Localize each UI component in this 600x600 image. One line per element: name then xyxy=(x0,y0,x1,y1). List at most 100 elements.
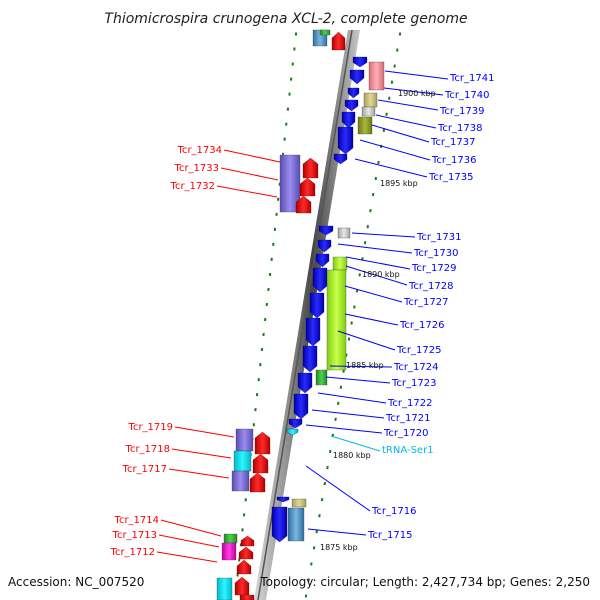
gene-label[interactable]: Tcr_1716 xyxy=(371,506,416,517)
gene-label[interactable]: Tcr_1728 xyxy=(408,281,453,292)
gene-label[interactable]: Tcr_1730 xyxy=(413,248,458,259)
leader-line xyxy=(171,448,232,459)
gene-label[interactable]: Tcr_1721 xyxy=(385,413,430,424)
gene-feature xyxy=(299,177,316,197)
gene-feature xyxy=(341,111,356,129)
gene-feature xyxy=(309,292,325,319)
leader-line xyxy=(174,426,235,438)
leader-line xyxy=(345,265,408,286)
scale-label-1875: 1875 kbp xyxy=(320,543,358,552)
leader-line xyxy=(371,124,430,143)
gene-feature xyxy=(238,546,254,560)
scale-label-1895: 1895 kbp xyxy=(380,179,418,188)
leader-line xyxy=(337,330,396,351)
leader-line xyxy=(220,167,279,181)
leader-line xyxy=(344,285,403,303)
gene-feature xyxy=(347,87,360,99)
gene-label[interactable]: Tcr_1733 xyxy=(174,163,219,174)
gene-feature xyxy=(216,577,233,600)
gene-label[interactable]: Tcr_1714 xyxy=(114,515,159,526)
gene-label[interactable]: Tcr_1739 xyxy=(439,106,484,117)
gene-feature xyxy=(235,428,254,452)
gene-label[interactable]: Tcr_1732 xyxy=(170,181,215,192)
gene-label[interactable]: Tcr_1737 xyxy=(430,137,475,148)
gene-label[interactable]: Tcr_1713 xyxy=(112,530,157,541)
gene-label[interactable]: Tcr_1731 xyxy=(416,232,461,243)
scale-labels: 1900 kbp 1895 kbp 1890 kbp 1885 kbp 1880… xyxy=(320,89,436,552)
gene-label[interactable]: Tcr_1719 xyxy=(128,422,173,433)
leader-line xyxy=(305,424,383,434)
gene-label[interactable]: Tcr_1729 xyxy=(411,263,456,274)
gene-feature xyxy=(239,594,255,600)
gene-label[interactable]: Tcr_1740 xyxy=(444,90,489,101)
leader-line xyxy=(305,465,371,512)
gene-feature xyxy=(332,256,348,271)
trna-label[interactable]: tRNA-Ser1 xyxy=(382,445,434,456)
leader-line xyxy=(325,376,391,384)
leader-line xyxy=(383,87,444,96)
gene-label[interactable]: Tcr_1715 xyxy=(367,530,412,541)
leader-line xyxy=(168,468,230,479)
left-gene-labels: Tcr_1734 Tcr_1733 Tcr_1732 Tcr_1719 Tcr_… xyxy=(110,145,222,558)
gene-feature xyxy=(352,56,368,68)
gene-label[interactable]: Tcr_1712 xyxy=(110,547,155,558)
gene-feature xyxy=(221,542,237,561)
gene-feature xyxy=(368,61,385,91)
leader-line xyxy=(307,528,367,536)
gene-label[interactable]: Tcr_1735 xyxy=(428,172,473,183)
leader-line xyxy=(359,139,431,161)
topology-text: Topology: circular; Length: 2,427,734 bp… xyxy=(259,575,590,589)
gene-feature xyxy=(317,239,332,253)
leader-line xyxy=(375,114,437,129)
gene-feature xyxy=(252,453,269,474)
gene-label[interactable]: Tcr_1736 xyxy=(431,155,476,166)
scale-label-1900: 1900 kbp xyxy=(398,89,436,98)
gene-label[interactable]: Tcr_1718 xyxy=(125,444,170,455)
scale-label-1880: 1880 kbp xyxy=(333,451,371,460)
leader-line xyxy=(160,519,222,537)
gene-feature xyxy=(315,369,328,386)
gene-feature xyxy=(337,227,351,239)
leader-line xyxy=(344,313,399,326)
gene-feature xyxy=(254,431,271,455)
gene-feature xyxy=(295,195,312,214)
gene-feature xyxy=(302,345,318,373)
gene-label[interactable]: Tcr_1725 xyxy=(396,345,441,356)
gene-label[interactable]: Tcr_1717 xyxy=(122,464,167,475)
figure-title: Thiomicrospira crunogena XCL-2, complete… xyxy=(104,11,467,27)
gene-label[interactable]: Tcr_1723 xyxy=(391,378,436,389)
leader-line xyxy=(330,435,381,452)
accession-text: Accession: NC_007520 xyxy=(8,575,144,589)
gene-feature xyxy=(279,154,301,213)
gene-feature xyxy=(337,126,354,155)
gene-label[interactable]: Tcr_1734 xyxy=(177,145,222,156)
gene-label[interactable]: Tcr_1724 xyxy=(393,362,438,373)
gene-feature xyxy=(302,157,319,179)
gene-label[interactable]: Tcr_1722 xyxy=(387,398,432,409)
leader-line xyxy=(354,158,428,178)
gene-feature xyxy=(312,267,328,293)
gene-feature xyxy=(331,31,346,51)
leader-line xyxy=(156,551,218,563)
gene-label[interactable]: Tcr_1741 xyxy=(449,73,494,84)
gene-feature xyxy=(357,116,373,135)
left-leader-lines xyxy=(156,149,281,563)
gene-feature xyxy=(361,106,376,117)
scale-label-1885: 1885 kbp xyxy=(346,361,384,370)
scale-label-1890: 1890 kbp xyxy=(362,270,400,279)
gene-feature xyxy=(344,99,359,112)
gene-feature xyxy=(240,535,255,547)
gene-features xyxy=(216,29,385,600)
gene-label[interactable]: Tcr_1726 xyxy=(399,320,444,331)
gene-feature xyxy=(349,69,365,85)
gene-label[interactable]: Tcr_1727 xyxy=(403,297,448,308)
gene-label[interactable]: Tcr_1738 xyxy=(437,123,482,134)
leader-line xyxy=(377,99,439,111)
gene-feature xyxy=(363,92,378,108)
gene-label[interactable]: Tcr_1720 xyxy=(383,428,428,439)
gene-feature xyxy=(236,559,252,575)
leader-line xyxy=(216,185,278,198)
gene-feature xyxy=(305,317,321,347)
gene-feature xyxy=(234,576,250,596)
